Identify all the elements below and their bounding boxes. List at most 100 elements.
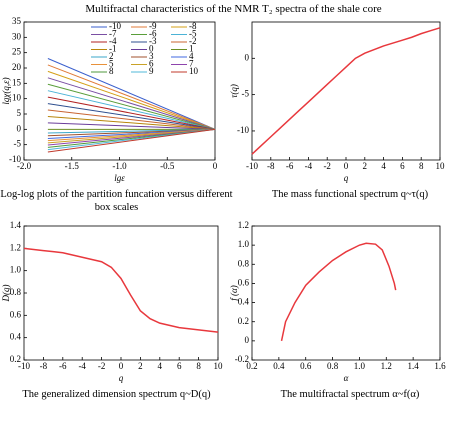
legend-label: 7 [189,59,194,69]
caption: Log-log plots of the partition funcation… [0,189,233,213]
line [47,83,216,130]
y-tick-label: 1.2 [10,242,21,252]
legend-label: -4 [109,36,117,46]
x-tick-label: -10 [18,361,30,371]
y-tick-label: -10 [9,154,21,164]
y-tick-label: 0.4 [238,297,250,307]
legend-label: -8 [189,21,197,31]
line [47,64,216,130]
x-tick-label: 0 [213,161,218,171]
legend-label: 0 [149,44,154,54]
line [47,103,216,130]
x-tick-label: -0.5 [160,161,175,171]
y-tick-label: 0 [245,335,250,345]
line [47,90,216,130]
x-tick-label: -6 [286,161,294,171]
legend-label: -9 [149,21,157,31]
line [280,242,397,342]
y-tick-label: 1.0 [10,265,22,275]
line [47,115,216,130]
legend-label: 3 [149,51,154,61]
x-axis-label: q [119,373,124,383]
legend-label: 10 [189,66,199,76]
y-tick-label: 1.0 [238,239,250,249]
figure-title: Multifractal characteristics of the NMR … [85,3,382,15]
y-tick-label: 0.4 [10,332,22,342]
x-tick-label: -2.0 [17,161,32,171]
x-axis-label: α [344,373,349,383]
legend-label: -5 [189,29,197,39]
y-axis-label: D(q) [1,285,11,303]
line [47,58,216,130]
legend-label: -7 [109,29,117,39]
x-tick-label: 0.8 [327,361,339,371]
y-tick-label: 0.2 [238,316,249,326]
line [47,109,216,130]
x-tick-label: 4 [158,361,163,371]
plot-frame [251,21,441,161]
caption: The generalized dimension spectrum q~D(q… [22,389,211,400]
line [251,27,441,155]
y-tick-label: -10 [237,125,249,135]
y-tick-label: 10 [12,93,22,103]
x-tick-label: 1.2 [381,361,392,371]
legend-label: 1 [189,44,194,54]
y-tick-label: 15 [12,77,22,87]
line [23,247,219,333]
x-tick-label: 8 [419,161,424,171]
x-tick-label: -8 [40,361,48,371]
x-tick-label: 10 [214,361,224,371]
legend-label: -3 [149,36,157,46]
legend-label: 9 [149,66,154,76]
x-tick-label: 0 [344,161,349,171]
x-tick-label: 2 [138,361,143,371]
y-tick-label: -5 [242,89,250,99]
x-tick-label: 10 [436,161,446,171]
line [47,96,216,130]
x-tick-label: 6 [400,161,405,171]
legend-label: -6 [149,29,157,39]
legend-label: -1 [109,44,117,54]
y-tick-label: 0 [17,123,22,133]
y-tick-label: 0.2 [10,354,21,364]
x-tick-label: -2 [98,361,106,371]
x-tick-label: 0 [119,361,124,371]
y-axis-label: f (α) [229,285,239,300]
x-tick-label: 0.6 [300,361,312,371]
y-tick-label: 1.4 [10,220,22,230]
x-tick-label: 1.0 [354,361,366,371]
x-tick-label: 6 [177,361,182,371]
line [47,128,216,153]
line [47,77,216,130]
legend-label: 6 [149,59,154,69]
caption: The mass functional spectrum q~τ(q) [271,189,429,200]
x-tick-label: -8 [267,161,275,171]
x-tick-label: -10 [246,161,258,171]
legend-label: 4 [189,51,194,61]
legend-label: -10 [109,21,121,31]
x-tick-label: 0.2 [246,361,257,371]
line [47,122,216,130]
y-tick-label: 30 [12,31,22,41]
x-tick-label: 2 [363,161,368,171]
y-tick-label: 0.6 [238,277,250,287]
x-tick-label: 1.4 [408,361,420,371]
y-tick-label: 0 [245,52,250,62]
line [47,70,216,130]
x-tick-label: -6 [59,361,67,371]
x-tick-label: -1.5 [65,161,80,171]
x-tick-label: 8 [196,361,201,371]
x-tick-label: -1.0 [112,161,127,171]
y-tick-label: 25 [12,47,22,57]
y-tick-label: 0.8 [238,258,250,268]
x-axis-label: lgε [114,173,125,183]
y-tick-label: 0.8 [10,287,22,297]
x-tick-label: 0.4 [273,361,285,371]
y-axis-label: τ(q) [229,84,239,98]
y-tick-label: -5 [14,139,22,149]
x-tick-label: 1.6 [434,361,446,371]
y-tick-label: 0.6 [10,309,22,319]
y-axis-label: lgχ(q,ε) [1,77,11,104]
y-tick-label: 20 [12,62,22,72]
